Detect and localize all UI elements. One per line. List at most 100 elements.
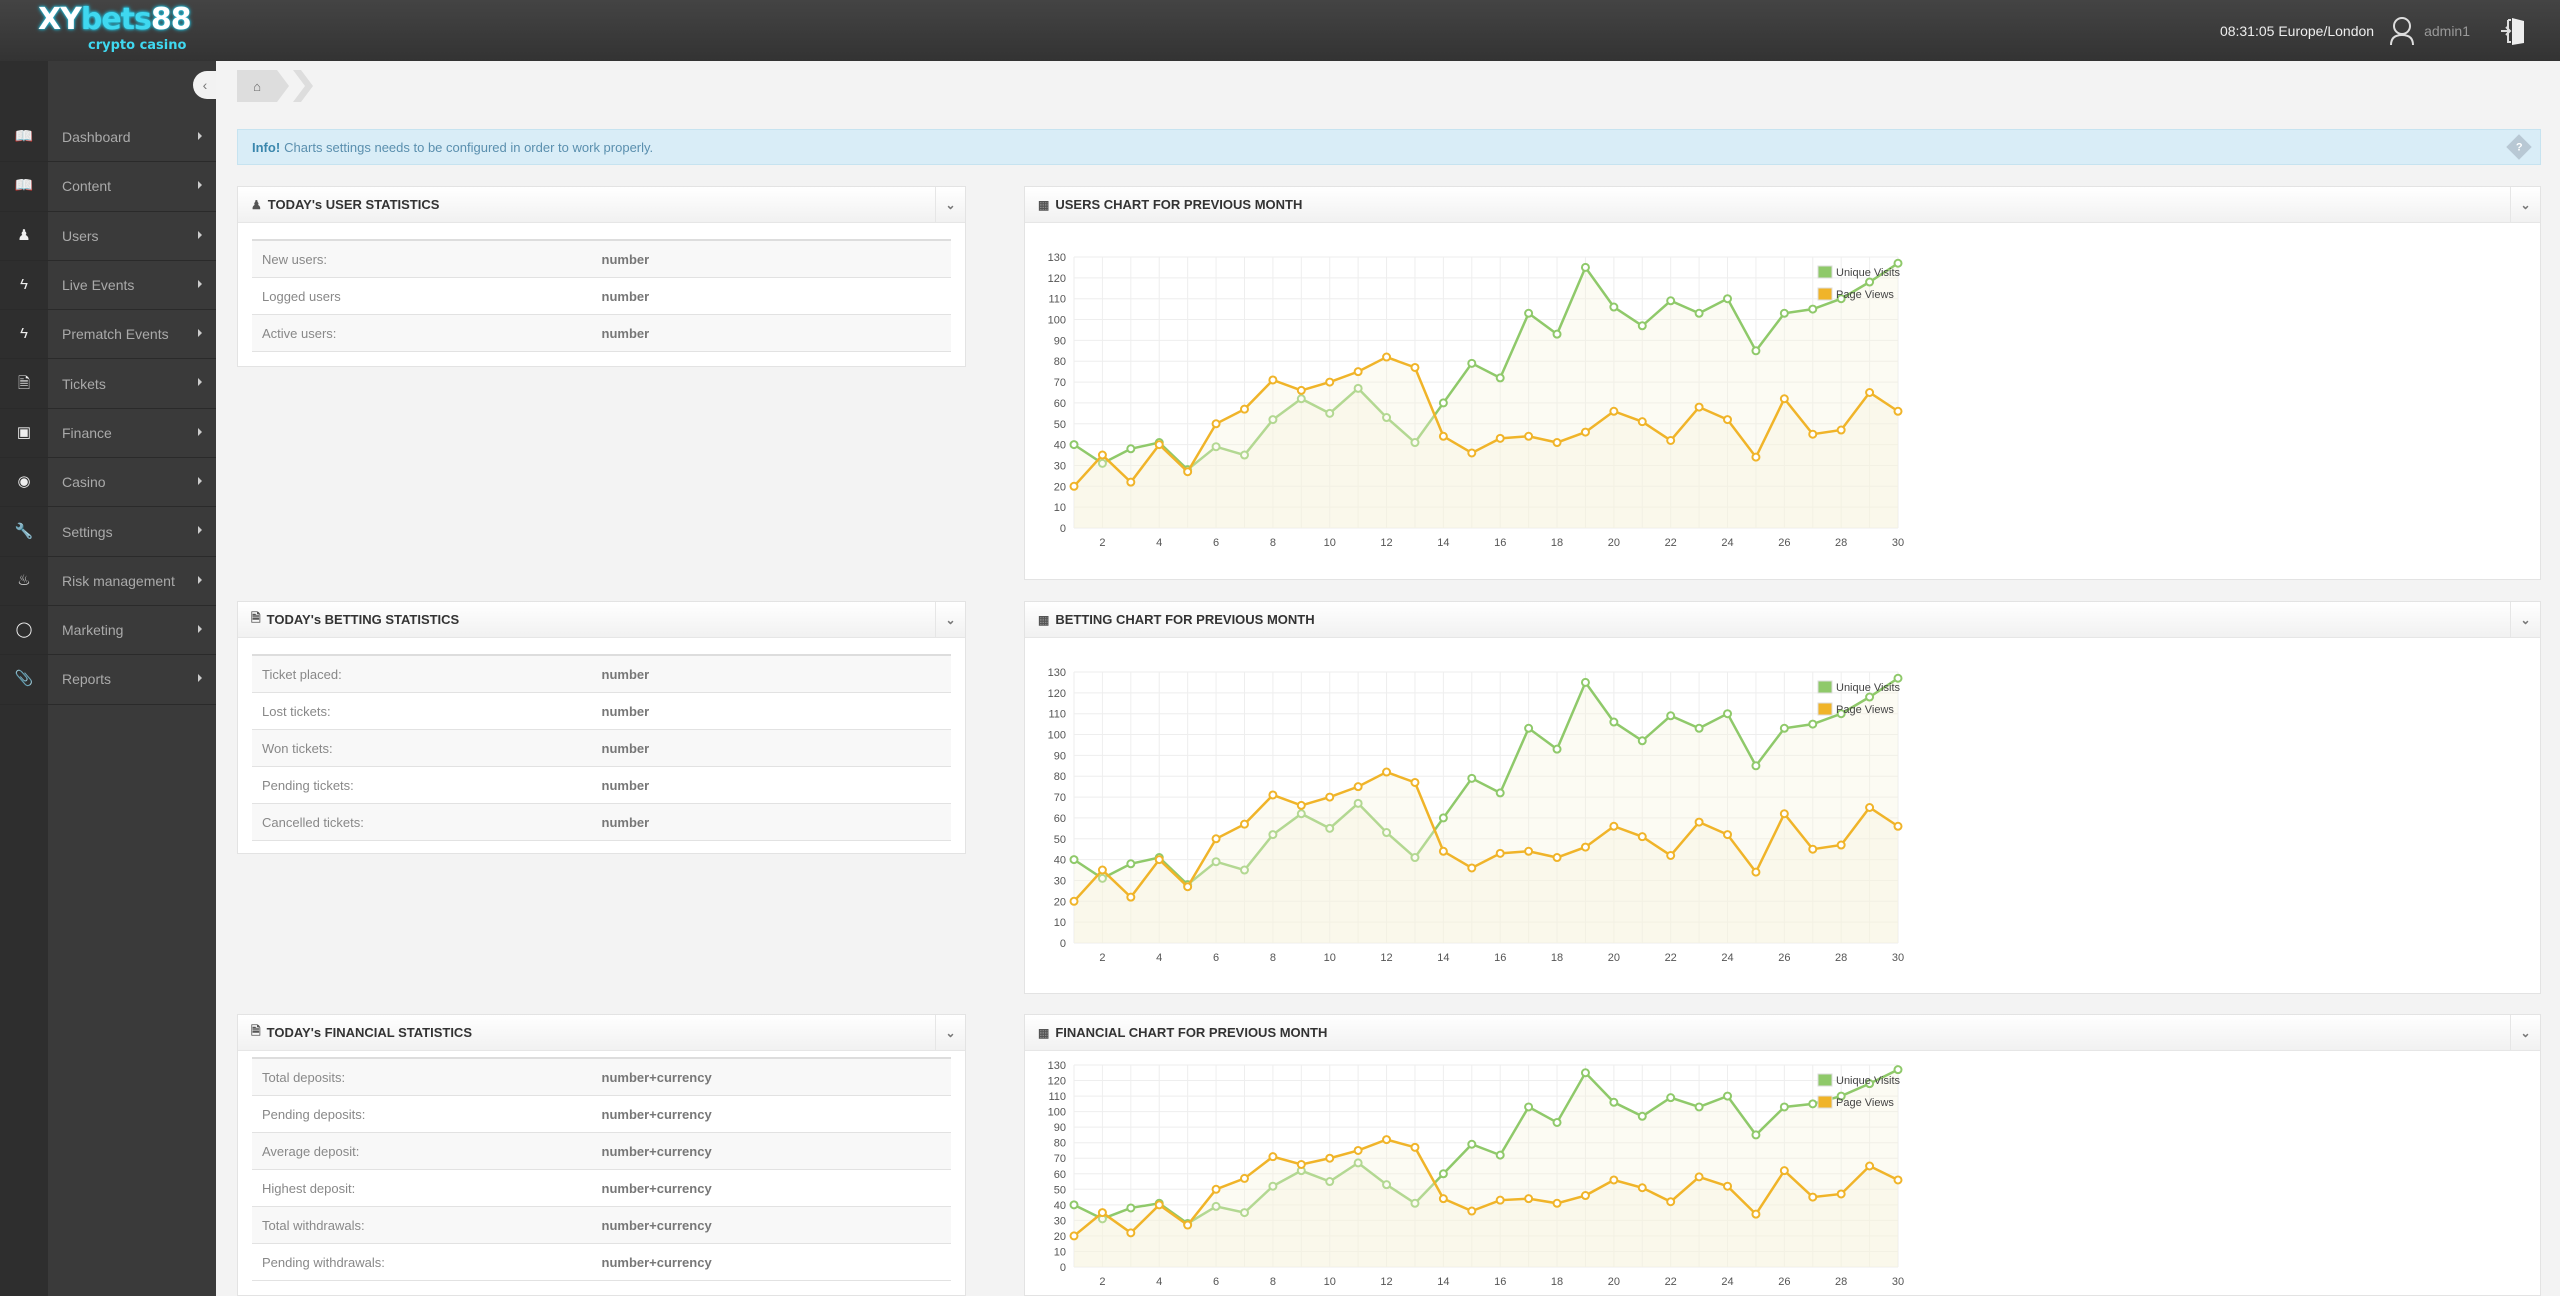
data-point [1694,308,1704,318]
help-icon[interactable]: ? [2506,134,2532,160]
comment-icon: ◯ [15,621,33,639]
data-point [1637,321,1647,331]
sidebar-item-label: Reports [62,671,112,688]
data-point [1723,294,1733,304]
logo-sub: crypto casino [88,38,187,53]
chevron-down-icon: ⌄ [2520,613,2531,627]
data-point [1666,711,1676,721]
stat-label: New users: [262,251,328,267]
data-point [1353,798,1363,808]
betting-stats-panel: 🗎 TODAY's BETTING STATISTICS ⌄ Ticket plac… [237,601,966,854]
data-point [1183,1220,1193,1230]
data-point [1069,1231,1079,1241]
sidebar-item-label: Marketing [62,622,124,639]
caret-right-icon [198,427,202,436]
sidebar-item-risk-management[interactable]: ♨ Risk management [0,557,216,606]
user-icon: ♟ [17,226,31,244]
collapse-toggle[interactable]: ⌄ [2510,602,2540,638]
data-point [1069,855,1079,865]
stat-value: number [601,814,650,830]
data-point [1353,1158,1363,1168]
collapse-toggle[interactable]: ⌄ [2510,1015,2540,1051]
data-point [1126,444,1136,454]
stat-value: number [601,740,650,756]
x-tick-label: 18 [1551,1276,1563,1288]
data-point [1097,1208,1107,1218]
data-point [1211,419,1221,429]
table-row: Total deposits: number+currency [252,1059,951,1096]
y-tick-label: 90 [1054,1122,1066,1134]
sidebar-item-finance[interactable]: ▣ Finance [0,409,216,459]
x-tick-label: 12 [1380,537,1392,549]
y-tick-label: 0 [1060,1262,1066,1274]
data-point [1580,427,1590,437]
panel-title: TODAY's FINANCIAL STATISTICS [266,1025,472,1040]
x-tick-label: 8 [1270,1276,1276,1288]
logo[interactable]: XYbets88 crypto casino [38,4,192,54]
data-point [1495,848,1505,858]
data-point [1779,1102,1789,1112]
paperclip-icon: 📎 [14,670,34,688]
data-point [1211,1184,1221,1194]
stats-table: Ticket placed: number Lost tickets: number W… [252,654,951,841]
sidebar-item-users[interactable]: ♟ Users [0,212,216,261]
user-avatar-icon[interactable] [2388,16,2416,46]
y-tick-label: 40 [1054,855,1066,867]
data-point [1666,435,1676,445]
series-line [1073,262,1899,472]
collapse-toggle[interactable]: ⌄ [935,1015,965,1051]
data-point [1751,452,1761,462]
data-point [1183,882,1193,892]
panel-title: USERS CHART FOR PREVIOUS MONTH [1055,197,1303,212]
sidebar-item-tickets[interactable]: 🗎 Tickets [0,359,216,409]
x-tick-label: 4 [1156,1276,1162,1288]
y-tick-label: 50 [1054,834,1066,846]
sidebar-item-settings[interactable]: 🔧 Settings [0,507,216,557]
y-tick-label: 100 [1048,730,1066,742]
data-point [1666,1093,1676,1103]
sidebar-item-marketing[interactable]: ◯ Marketing [0,606,216,656]
caret-right-icon [198,230,202,239]
legend-label: Page Views [1836,289,1894,301]
series-line [1073,355,1899,488]
x-tick-label: 26 [1778,952,1790,964]
sidebar-item-live-events[interactable]: ϟ Live Events [0,261,216,311]
x-tick-label: 14 [1437,537,1449,549]
sidebar-item-prematch-events[interactable]: ϟ Prematch Events [0,310,216,360]
data-point [1467,1206,1477,1216]
y-tick-label: 60 [1054,398,1066,410]
stat-value: number+currency [601,1217,712,1233]
stat-label: Ticket placed: [262,666,342,682]
data-point [1495,1150,1505,1160]
sidebar-item-reports[interactable]: 📎 Reports [0,655,216,705]
sidebar-item-casino[interactable]: ◉ Casino [0,458,216,508]
sidebar-collapse-button[interactable]: ‹ [193,71,217,99]
data-point [1097,458,1107,468]
x-tick-label: 26 [1778,1276,1790,1288]
caret-right-icon [198,477,202,486]
collapse-toggle[interactable]: ⌄ [2510,187,2540,223]
breadcrumb-home[interactable]: ⌂ [237,70,289,102]
collapse-toggle[interactable]: ⌄ [935,602,965,638]
x-tick-label: 20 [1608,537,1620,549]
legend-swatch [1817,287,1833,301]
sidebar-item-label: Dashboard [62,129,131,146]
sidebar-item-label: Finance [62,424,112,441]
username[interactable]: admin1 [2424,22,2470,39]
logout-icon[interactable] [2500,16,2526,46]
chevron-down-icon: ⌄ [945,1026,956,1040]
data-point [1495,433,1505,443]
data-point [1580,1191,1590,1201]
table-row: Pending withdrawals: number+currency [252,1244,951,1281]
x-tick-label: 6 [1213,1276,1219,1288]
data-point [1211,834,1221,844]
user-icon: ♟ [251,197,262,212]
series-area [1074,1069,1898,1267]
x-tick-label: 26 [1778,537,1790,549]
series-area [1074,1139,1898,1267]
y-tick-label: 130 [1048,1060,1066,1072]
sidebar-item-dashboard[interactable]: 📖 Dashboard [0,113,216,163]
legend-swatch [1817,1073,1833,1087]
collapse-toggle[interactable]: ⌄ [935,187,965,223]
sidebar-item-content[interactable]: 📖 Content [0,162,216,212]
